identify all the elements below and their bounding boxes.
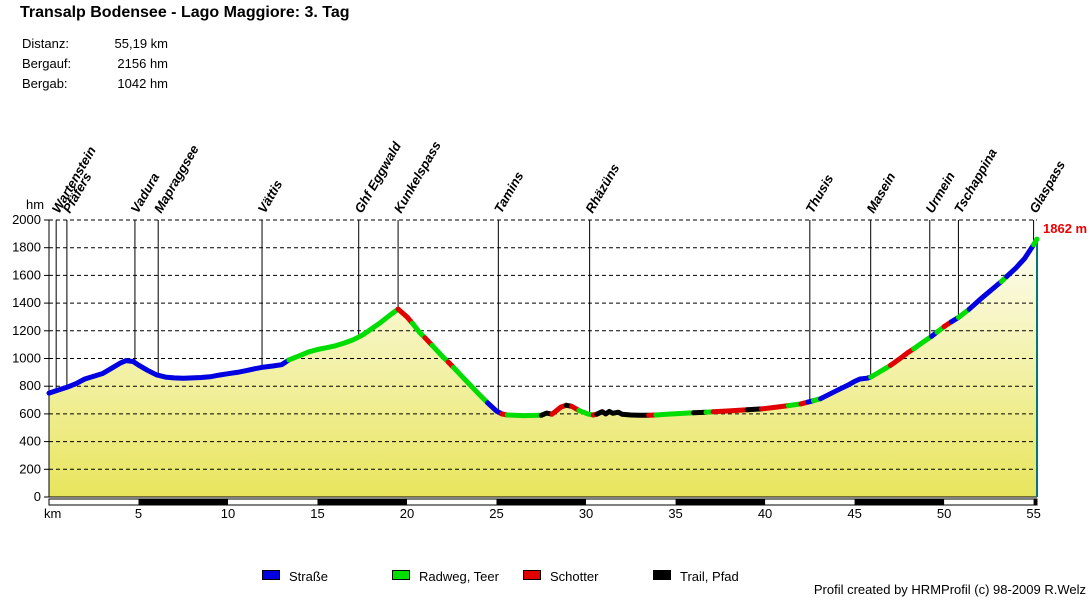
y-axis-tick-label: 600 xyxy=(19,406,41,421)
road-color-swatch xyxy=(262,570,280,580)
x-axis-tick-label: 5 xyxy=(135,506,142,521)
distance-label: Distanz: xyxy=(22,36,69,51)
km-scale-bar-block xyxy=(1033,499,1037,505)
profile-segment xyxy=(1031,236,1040,248)
x-axis-tick-label: 15 xyxy=(310,506,324,521)
legend-label: Radweg, Teer xyxy=(419,569,499,584)
x-axis-tick-label: 45 xyxy=(847,506,861,521)
waypoint-label: Glaspass xyxy=(1026,158,1068,216)
profile-segment xyxy=(759,403,791,412)
profile-segment xyxy=(451,365,491,406)
x-axis-tick-label: 20 xyxy=(400,506,414,521)
distance-value: 55,19 km xyxy=(114,36,168,51)
waypoint-label: Masein xyxy=(863,170,898,216)
km-scale-bar-block xyxy=(675,499,766,505)
waypoint-label: Tschappina xyxy=(951,146,1000,216)
waypoint-label: Tamins xyxy=(491,169,527,215)
x-axis-tick-label: 25 xyxy=(489,506,503,521)
profile-segment xyxy=(818,374,874,402)
x-axis-tick-label: 30 xyxy=(579,506,593,521)
x-axis-tick-label: 55 xyxy=(1026,506,1040,521)
waypoint-label: Rhäzüns xyxy=(582,161,622,215)
y-axis-unit-label: hm xyxy=(26,197,45,212)
y-axis-tick-label: 1000 xyxy=(12,351,41,366)
profile-segment xyxy=(504,412,544,419)
profile-segment xyxy=(653,410,696,418)
page-title: Transalp Bodensee - Lago Maggiore: 3. Ta… xyxy=(20,4,350,21)
y-axis-tick-label: 1200 xyxy=(12,323,41,338)
elevation-area-fill xyxy=(49,239,1037,497)
legend-item-strasse: Straße xyxy=(262,569,329,584)
profile-segment xyxy=(710,407,750,415)
waypoint-label: Vättis xyxy=(255,177,286,215)
y-axis-tick-label: 800 xyxy=(19,378,41,393)
ascent-label: Bergauf: xyxy=(22,56,72,71)
x-axis-unit-label: km xyxy=(44,506,62,521)
profile-segment xyxy=(1004,242,1037,279)
km-scale-bar-block xyxy=(138,499,228,505)
y-axis-tick-label: 1600 xyxy=(12,267,41,282)
legend-label: Trail, Pfad xyxy=(680,569,739,584)
y-axis-tick-label: 200 xyxy=(19,461,41,476)
profile-segment xyxy=(887,346,917,368)
profile-segment xyxy=(46,357,292,396)
profile-segment xyxy=(966,279,1004,312)
km-scale-bar-block xyxy=(854,499,945,505)
y-axis-tick-label: 1400 xyxy=(12,295,41,310)
profile-segment xyxy=(868,362,893,380)
profile-segment xyxy=(911,333,935,352)
descent-label: Bergab: xyxy=(22,76,68,91)
legend-item-trail: Trail, Pfad xyxy=(653,569,739,584)
y-axis-tick-label: 2000 xyxy=(12,212,41,227)
x-axis-tick-label: 35 xyxy=(668,506,682,521)
km-scale-bar-block xyxy=(317,499,407,505)
descent-value: 1042 hm xyxy=(117,76,168,91)
profile-segment xyxy=(395,306,415,326)
y-axis-tick-label: 1800 xyxy=(12,240,41,255)
gravel-color-swatch xyxy=(523,570,541,580)
bikepath-color-swatch xyxy=(392,570,410,580)
legend-label: Schotter xyxy=(550,569,599,584)
x-axis-tick-label: 40 xyxy=(758,506,772,521)
trail-color-swatch xyxy=(653,570,671,580)
x-axis-tick-label: 50 xyxy=(937,506,951,521)
y-axis-tick-label: 400 xyxy=(19,434,41,449)
x-axis-tick-label: 10 xyxy=(221,506,235,521)
legend-item-radweg: Radweg, Teer xyxy=(392,569,499,584)
km-scale-bar-block xyxy=(496,499,586,505)
y-axis-tick-label: 0 xyxy=(34,489,41,504)
credit-text: Profil created by HRMProfil (c) 98-2009 … xyxy=(813,582,1086,597)
legend-label: Straße xyxy=(289,569,329,584)
legend-item-schotter: Schotter xyxy=(523,569,599,584)
waypoint-label: Thusis xyxy=(802,172,836,216)
profile-segment xyxy=(286,306,401,363)
profile-segment xyxy=(594,408,652,418)
ascent-value: 2156 hm xyxy=(117,56,168,71)
summit-elevation-label: 1862 m xyxy=(1043,221,1088,236)
